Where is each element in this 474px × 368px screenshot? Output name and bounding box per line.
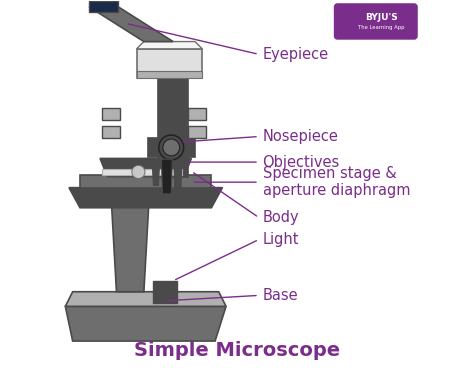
Polygon shape: [152, 163, 160, 185]
Text: The Learning App: The Learning App: [358, 25, 404, 30]
Text: Eyepiece: Eyepiece: [263, 47, 328, 62]
Polygon shape: [162, 159, 173, 194]
Bar: [102, 126, 120, 138]
Polygon shape: [65, 306, 226, 341]
Polygon shape: [102, 169, 182, 175]
Text: Objectives: Objectives: [263, 155, 340, 170]
Polygon shape: [158, 63, 188, 177]
Bar: [188, 126, 206, 138]
Polygon shape: [137, 49, 202, 78]
Circle shape: [163, 139, 180, 156]
Text: Body: Body: [263, 210, 299, 225]
Bar: [188, 108, 206, 120]
Polygon shape: [89, 7, 173, 42]
Polygon shape: [109, 162, 151, 292]
Bar: [102, 108, 120, 120]
Circle shape: [159, 135, 184, 160]
FancyBboxPatch shape: [335, 4, 417, 39]
Text: Light: Light: [263, 232, 299, 247]
Circle shape: [132, 165, 145, 178]
Text: BYJU'S: BYJU'S: [365, 13, 398, 22]
Polygon shape: [89, 1, 118, 12]
Text: Nosepiece: Nosepiece: [263, 129, 338, 144]
Text: Base: Base: [263, 288, 298, 303]
Polygon shape: [137, 71, 202, 78]
Polygon shape: [100, 159, 191, 177]
Text: Specimen stage &
aperture diaphragm: Specimen stage & aperture diaphragm: [263, 166, 410, 198]
Polygon shape: [69, 188, 222, 208]
Polygon shape: [80, 175, 211, 188]
Polygon shape: [153, 281, 177, 303]
Polygon shape: [174, 164, 182, 191]
Polygon shape: [137, 42, 202, 49]
Polygon shape: [65, 292, 226, 306]
Polygon shape: [147, 138, 195, 157]
Text: Simple Microscope: Simple Microscope: [134, 341, 340, 360]
